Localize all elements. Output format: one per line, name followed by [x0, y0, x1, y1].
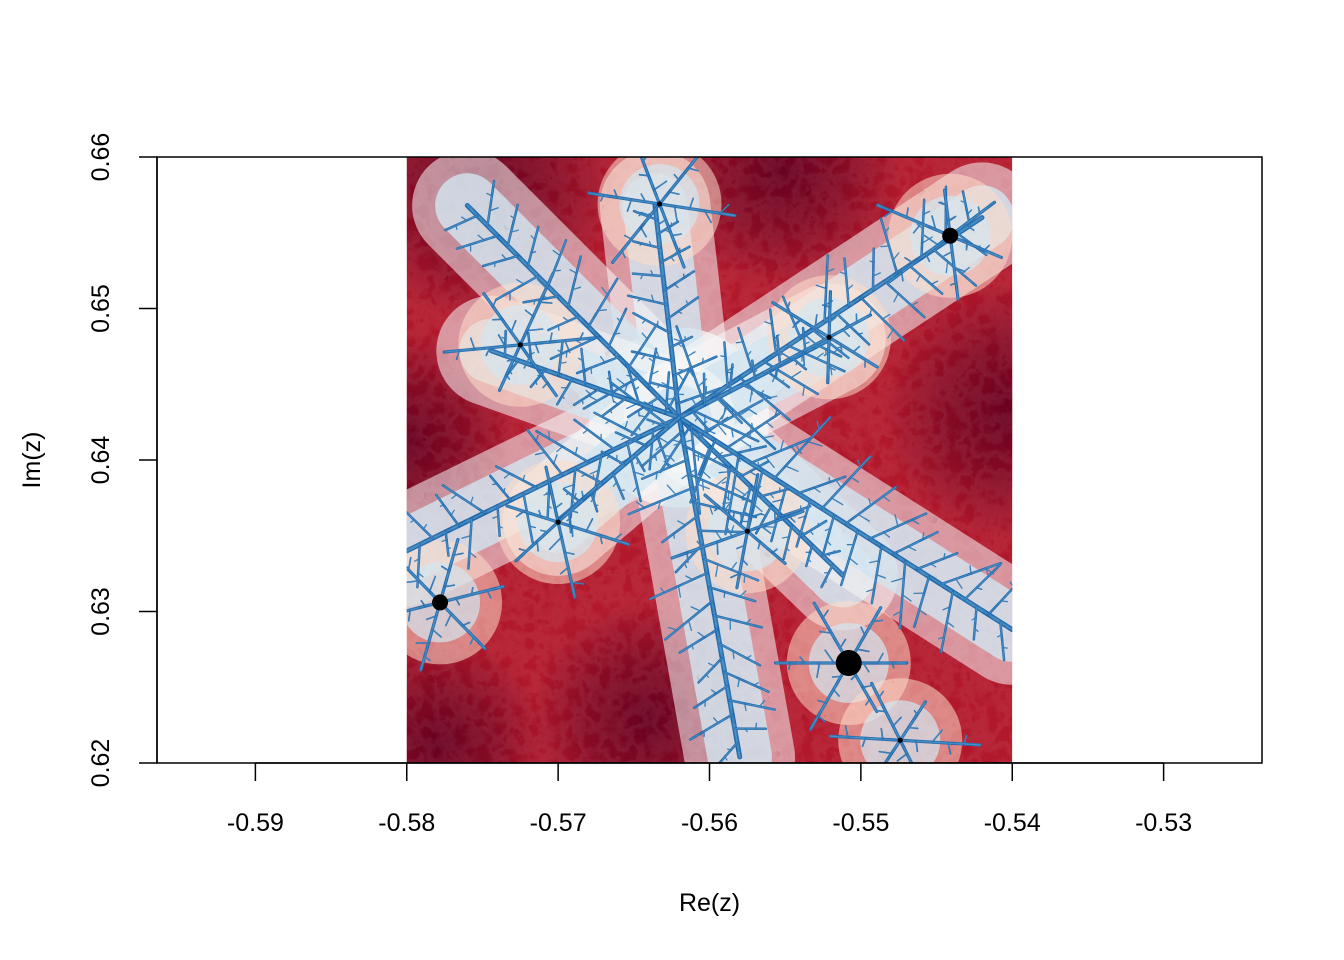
- interior-point: [835, 650, 862, 677]
- x-tick-label: -0.56: [681, 809, 738, 837]
- x-tick-label: -0.57: [530, 809, 587, 837]
- y-tick-label: 0.66: [87, 133, 115, 182]
- x-axis-title: Re(z): [679, 889, 740, 917]
- fractal-image: [406, 157, 1013, 763]
- x-tick-label: -0.55: [832, 809, 889, 837]
- texture: [406, 157, 1013, 763]
- interior-point: [897, 737, 903, 743]
- interior-point: [744, 528, 750, 534]
- x-tick-label: -0.54: [984, 809, 1041, 837]
- y-tick-label: 0.65: [87, 284, 115, 333]
- y-tick-label: 0.64: [87, 436, 115, 485]
- y-tick-label: 0.63: [87, 587, 115, 636]
- interior-point: [555, 519, 561, 525]
- interior-point: [826, 334, 832, 340]
- interior-point: [656, 201, 663, 207]
- y-axis-title: Im(z): [18, 432, 46, 489]
- x-tick-label: -0.58: [378, 809, 435, 837]
- interior-point: [432, 594, 449, 611]
- interior-point: [942, 227, 959, 244]
- axes: -0.59 -0.58 -0.57 -0.56 -0.55 -0.54 -0.53 0.62 0…: [87, 133, 1263, 837]
- x-tick-label: -0.53: [1135, 809, 1192, 837]
- y-tick-label: 0.62: [87, 739, 115, 788]
- x-tick-label: -0.59: [227, 809, 284, 837]
- interior-point: [517, 342, 523, 348]
